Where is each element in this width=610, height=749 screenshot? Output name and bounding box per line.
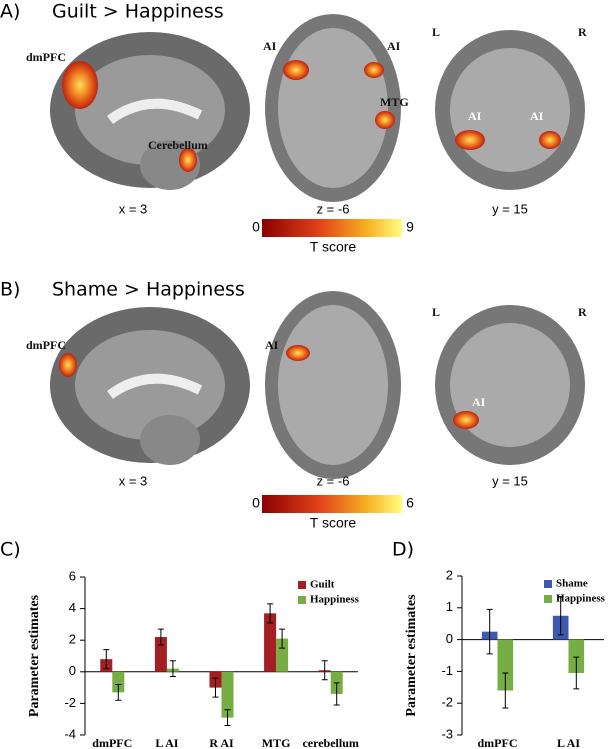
- bar: [276, 638, 289, 672]
- y-tick-label: -2: [441, 695, 453, 710]
- y-tick-label: -2: [64, 695, 76, 710]
- error-bar: [169, 660, 176, 678]
- coordinate: z = -6: [317, 201, 350, 216]
- y-axis-label: Parameter estimates: [27, 594, 42, 717]
- error-bar: [486, 608, 493, 655]
- panel-title: Shame > Happiness: [52, 279, 245, 301]
- error-bar: [279, 628, 286, 649]
- legend-swatch: [544, 580, 552, 588]
- coordinate: z = -6: [317, 473, 350, 488]
- side-label: L: [432, 25, 440, 39]
- x-tick-label: R AI: [209, 736, 234, 749]
- colorbar-min: 0: [252, 219, 260, 235]
- y-tick-label: 6: [69, 568, 76, 583]
- colorbar: [262, 219, 402, 237]
- y-tick-label: 2: [446, 567, 453, 582]
- region-label: dmPFC: [26, 50, 66, 64]
- colorbar: [262, 495, 402, 513]
- brain-images-a: [50, 14, 585, 202]
- region-label: AI: [530, 109, 544, 123]
- panel-letter: D): [392, 539, 414, 561]
- legend-label: Happiness: [556, 593, 606, 605]
- legend-swatch: [544, 595, 552, 603]
- y-tick-label: 0: [69, 663, 76, 678]
- side-label: L: [432, 305, 440, 319]
- region-label: AI: [468, 109, 482, 123]
- x-tick-label: MTG: [262, 736, 291, 749]
- bar: [221, 671, 234, 718]
- y-tick-label: 0: [446, 631, 453, 646]
- colorbar-max: 6: [406, 495, 414, 511]
- panel-title: Guilt > Happiness: [52, 1, 224, 23]
- x-tick-label: L AI: [557, 736, 580, 749]
- y-tick-label: -4: [64, 726, 76, 741]
- error-bar: [557, 596, 564, 636]
- bar: [568, 639, 585, 673]
- legend-swatch: [298, 581, 306, 589]
- panel-letter: A): [0, 1, 20, 23]
- y-tick-label: 1: [446, 599, 453, 614]
- side-label: R: [578, 25, 587, 39]
- legend-label: Happiness: [310, 594, 360, 606]
- coordinate: y = 15: [492, 201, 528, 216]
- legend-label: Guilt: [310, 579, 335, 591]
- region-label: Cerebellum: [148, 138, 208, 152]
- error-bar: [157, 628, 164, 646]
- error-bar: [115, 683, 122, 701]
- bar: [264, 613, 277, 672]
- bar: [112, 671, 125, 693]
- region-label: dmPFC: [26, 338, 66, 352]
- colorbar-label: T score: [310, 515, 357, 531]
- x-tick-label: L AI: [155, 736, 178, 749]
- error-bar: [573, 656, 580, 690]
- x-tick-label: cerebellum: [302, 736, 358, 749]
- bar: [154, 637, 167, 672]
- error-bar: [502, 672, 509, 709]
- panel-letter: B): [0, 279, 20, 301]
- region-label: MTG: [380, 95, 409, 109]
- y-tick-label: -1: [441, 663, 453, 678]
- y-tick-label: 2: [69, 632, 76, 647]
- error-bar: [267, 603, 274, 624]
- colorbar-max: 9: [406, 219, 414, 235]
- region-label: AI: [263, 39, 277, 53]
- colorbar-label: T score: [310, 239, 357, 255]
- coordinate: y = 15: [492, 473, 528, 488]
- x-tick-label: dmPFC: [478, 736, 518, 749]
- y-tick-label: -3: [441, 726, 453, 741]
- legend-label: Shame: [556, 578, 588, 590]
- region-label: AI: [387, 39, 401, 53]
- error-bar: [333, 682, 340, 706]
- side-label: R: [578, 305, 587, 319]
- colorbar-min: 0: [252, 495, 260, 511]
- error-bar: [224, 709, 231, 727]
- coordinate: x = 3: [119, 201, 148, 216]
- error-bar: [212, 677, 219, 698]
- error-bar: [103, 649, 110, 670]
- bar: [497, 639, 514, 691]
- legend-swatch: [298, 596, 306, 604]
- y-tick-label: 4: [69, 600, 76, 615]
- region-label: AI: [265, 338, 279, 352]
- coordinate: x = 3: [119, 473, 148, 488]
- error-bar: [321, 660, 328, 681]
- y-axis-label: Parameter estimates: [404, 594, 419, 717]
- panel-letter: C): [0, 539, 21, 561]
- x-tick-label: dmPFC: [92, 736, 132, 749]
- brain-images-b: [50, 291, 585, 479]
- region-label: AI: [472, 395, 486, 409]
